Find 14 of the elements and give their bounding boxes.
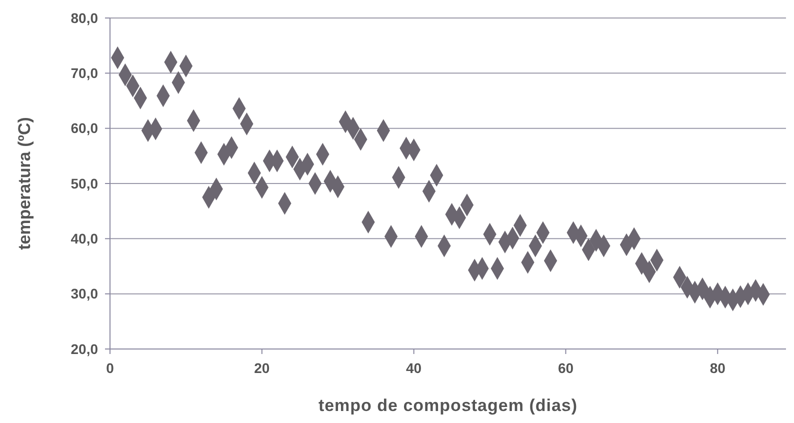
y-tick-label: 30,0 (70, 286, 98, 302)
x-tick-label: 60 (558, 360, 574, 376)
y-tick-label: 50,0 (70, 175, 98, 192)
x-tick-label: 40 (406, 360, 422, 376)
x-tick-label: 20 (254, 360, 270, 376)
y-axis-title: temperatura (ºC) (15, 117, 34, 250)
x-tick-label: 80 (710, 360, 726, 376)
y-tick-label: 40,0 (70, 230, 98, 247)
y-tick-label: 80,0 (70, 10, 98, 26)
y-tick-label: 20,0 (70, 340, 98, 357)
y-tick-label: 60,0 (70, 120, 98, 136)
y-tick-label: 70,0 (70, 65, 98, 82)
x-axis-title: tempo de compostagem (dias) (318, 396, 578, 415)
x-tick-label: 0 (106, 360, 114, 376)
